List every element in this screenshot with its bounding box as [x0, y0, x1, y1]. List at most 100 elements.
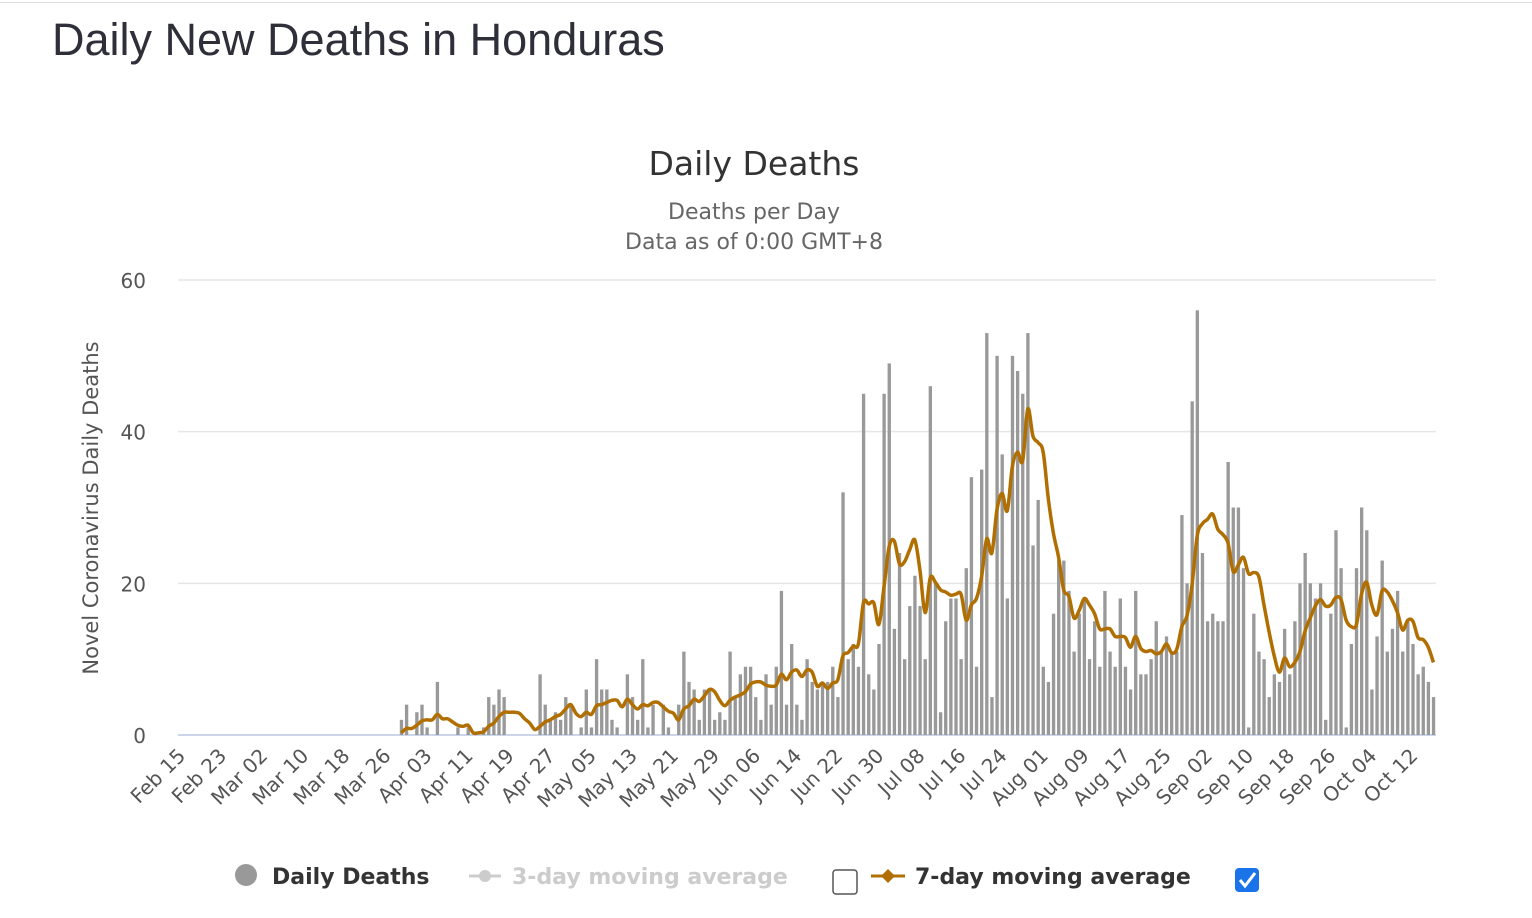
legend-label-3day-average: 3-day moving average — [512, 865, 788, 890]
bar — [938, 712, 943, 735]
bar — [1277, 681, 1282, 735]
legend-label-daily-deaths: Daily Deaths — [272, 865, 430, 890]
bar — [851, 644, 855, 735]
bar — [872, 689, 876, 735]
bar — [1046, 681, 1051, 735]
bar — [769, 704, 773, 735]
bar — [790, 644, 794, 735]
bar — [1144, 674, 1148, 735]
bar — [748, 666, 753, 735]
bar — [1344, 727, 1348, 735]
bar — [964, 568, 968, 735]
bar — [1005, 598, 1010, 735]
bar — [713, 719, 717, 735]
bar — [1231, 507, 1235, 735]
bar — [1051, 613, 1056, 735]
bar — [1426, 681, 1431, 735]
bar — [1380, 560, 1384, 735]
bar — [425, 727, 429, 735]
bar — [743, 666, 748, 735]
chart-title: Daily Deaths — [649, 144, 860, 183]
y-axis-label: Novel Coronavirus Daily Deaths — [79, 341, 103, 674]
bar — [625, 674, 630, 735]
chart-subtitle: Deaths per Day — [668, 200, 840, 225]
bar — [1041, 666, 1045, 735]
bar — [1175, 651, 1179, 735]
bar — [1139, 674, 1143, 735]
bar — [497, 689, 501, 735]
bar — [1205, 621, 1210, 735]
bar — [944, 621, 948, 735]
bar — [861, 393, 866, 735]
bar — [492, 704, 496, 735]
bar — [435, 681, 440, 735]
bar — [1149, 659, 1153, 735]
bar — [1282, 628, 1287, 735]
bar — [820, 681, 825, 735]
bar — [892, 628, 897, 735]
bar — [836, 697, 840, 735]
bar — [399, 719, 404, 735]
bar — [882, 393, 886, 735]
bar — [661, 704, 665, 735]
bar — [1103, 590, 1107, 735]
chart-subtitle-date: Data as of 0:00 GMT+8 — [625, 230, 883, 255]
bar — [959, 659, 963, 735]
bar — [1431, 697, 1436, 735]
y-tick-label: 60 — [121, 269, 146, 293]
bar — [697, 719, 701, 735]
bar — [1226, 462, 1230, 735]
bar — [1406, 621, 1410, 735]
bar — [564, 697, 568, 735]
bar — [738, 674, 743, 735]
bar — [954, 598, 958, 735]
bar — [1334, 530, 1338, 735]
bar — [1416, 674, 1420, 735]
bar — [569, 704, 573, 735]
bar — [651, 704, 655, 735]
bar — [456, 727, 460, 735]
legend-item-3day-average[interactable]: 3-day moving average — [469, 865, 788, 890]
bar — [846, 659, 850, 735]
bar — [1359, 507, 1364, 735]
bar — [630, 697, 635, 735]
bar — [538, 674, 542, 735]
bar — [1108, 651, 1112, 735]
bar — [913, 575, 917, 735]
bar — [800, 719, 804, 735]
bar — [980, 469, 984, 735]
ma7-checkbox[interactable] — [1235, 868, 1259, 892]
bar — [1021, 393, 1025, 735]
bar — [1401, 651, 1405, 735]
bar — [1128, 689, 1133, 735]
x-tick-label: Jul 16 — [913, 744, 971, 802]
bar — [918, 606, 922, 735]
legend-item-daily-deaths[interactable]: Daily Deaths — [235, 864, 430, 890]
bar — [754, 697, 758, 735]
bar — [1015, 371, 1020, 735]
bar — [1257, 651, 1261, 735]
ma3-checkbox[interactable] — [832, 869, 858, 895]
bar — [558, 719, 563, 735]
bar — [825, 681, 830, 735]
bar — [646, 727, 650, 735]
bar — [702, 689, 707, 735]
bar — [1159, 651, 1164, 735]
bar — [1098, 666, 1102, 735]
bar — [1339, 568, 1343, 735]
bar — [1318, 583, 1323, 735]
bar — [902, 659, 907, 735]
bar — [810, 681, 814, 735]
bar — [1390, 628, 1395, 735]
bar — [579, 727, 583, 735]
y-tick-label: 20 — [121, 572, 146, 596]
bar — [466, 727, 470, 735]
bar — [1092, 621, 1097, 735]
legend-item-7day-average[interactable]: 7-day moving average — [871, 865, 1191, 890]
bar — [974, 666, 979, 735]
bar — [1252, 613, 1256, 735]
bar — [795, 704, 799, 735]
bar — [635, 719, 640, 735]
bar — [841, 492, 845, 735]
checkmark-icon — [1238, 872, 1257, 889]
